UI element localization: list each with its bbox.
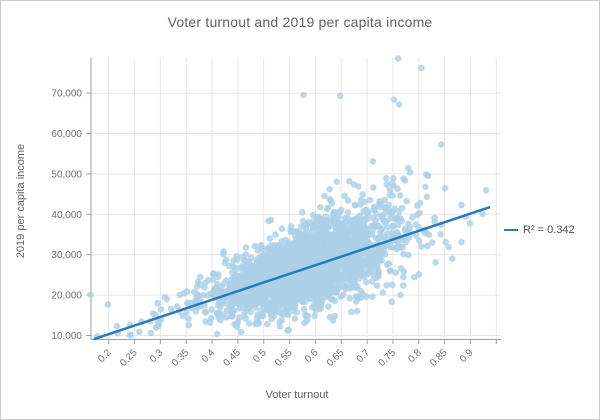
svg-text:0.25: 0.25	[118, 347, 140, 369]
x-tick-marks	[108, 339, 497, 344]
svg-text:0.9: 0.9	[458, 347, 476, 365]
svg-text:0.2: 0.2	[96, 347, 114, 365]
svg-text:0.7: 0.7	[355, 347, 373, 365]
svg-text:0.6: 0.6	[303, 347, 321, 365]
x-axis-title: Voter turnout	[265, 389, 329, 401]
svg-text:0.75: 0.75	[377, 347, 399, 369]
svg-text:70,000: 70,000	[51, 89, 82, 100]
svg-text:40,000: 40,000	[51, 210, 82, 221]
trend-line	[93, 205, 491, 341]
legend: R² = 0.342	[504, 223, 575, 237]
y-tick-marks	[86, 92, 91, 336]
scatter-points	[87, 55, 490, 340]
svg-text:0.55: 0.55	[273, 347, 295, 369]
svg-text:0.85: 0.85	[428, 347, 450, 369]
chart-title: Voter turnout and 2019 per capita income	[167, 14, 433, 30]
svg-text:0.3: 0.3	[148, 347, 166, 365]
svg-text:30,000: 30,000	[51, 250, 82, 261]
svg-text:0.4: 0.4	[200, 347, 218, 365]
svg-text:0.65: 0.65	[325, 347, 347, 369]
svg-text:0.8: 0.8	[406, 347, 424, 365]
svg-text:20,000: 20,000	[51, 291, 82, 302]
legend-label: R² = 0.342	[523, 224, 575, 236]
trendline-legend-swatch	[504, 229, 518, 231]
x-tick-labels: 0.2 0.25 0.3 0.35 0.4 0.45 0.5 0.55 0.6 0.65 0.7 0.…	[96, 347, 476, 369]
svg-text:60,000: 60,000	[51, 129, 82, 140]
svg-text:10,000: 10,000	[51, 331, 82, 342]
x-gridlines	[108, 58, 497, 340]
svg-text:0.5: 0.5	[251, 347, 269, 365]
svg-text:50,000: 50,000	[51, 169, 82, 180]
svg-text:0.45: 0.45	[221, 347, 243, 369]
svg-text:0.35: 0.35	[170, 347, 192, 369]
y-tick-labels: 10,000 20,000 30,000 40,000 50,000 60,000 70,0…	[51, 89, 82, 342]
